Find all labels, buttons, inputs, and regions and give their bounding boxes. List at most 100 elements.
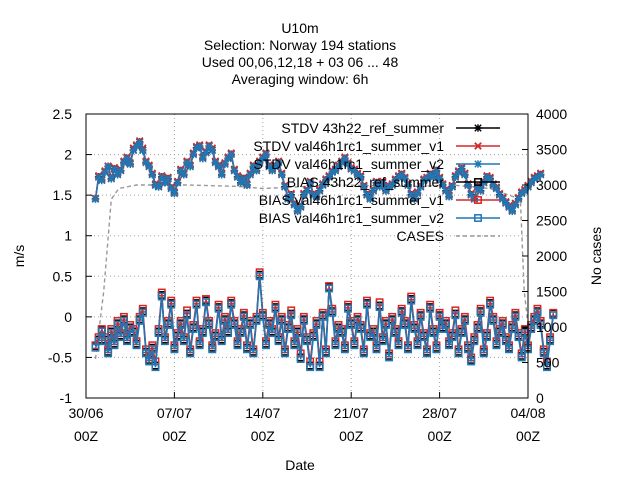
series-stdv-v2-point	[94, 173, 103, 181]
series-stdv-v2-point	[243, 181, 251, 190]
series-stdv-v2-point	[480, 179, 488, 187]
x-tick-label: 07/07	[157, 405, 192, 421]
legend-marker	[474, 160, 482, 168]
series-bias-v2-point	[489, 316, 498, 325]
series-bias-v2-point	[407, 296, 416, 305]
title-line-0: U10m	[281, 20, 318, 36]
series-stdv-v2-point	[233, 173, 242, 181]
series-bias-v2-point	[224, 329, 233, 338]
series-stdv-v2-point	[202, 149, 210, 157]
series-stdv-v2-point	[388, 181, 396, 190]
series-bias-v2-point	[400, 321, 409, 329]
series-stdv-v2-point	[315, 187, 324, 195]
series-stdv-v2-point	[120, 158, 128, 167]
series-bias-v1-point	[451, 306, 460, 315]
series-bias-v1-point	[227, 296, 236, 305]
series-stdv-v2-point	[366, 195, 374, 203]
series-stdv-v2-point	[363, 191, 371, 199]
series-bias-v2-point	[262, 341, 270, 350]
series-bias-v1-point	[435, 308, 444, 317]
series-stdv-v2-point	[211, 158, 220, 167]
series-bias-v2-point	[385, 353, 394, 362]
series-bias-v1-point	[271, 300, 280, 309]
series-bias-v2-point	[119, 316, 128, 325]
series-stdv-v2-point	[398, 171, 406, 179]
legend-label: BIAS val46h1rc1_summer_v1	[259, 192, 444, 208]
series-stdv-v2-point	[382, 187, 390, 195]
series-stdv-v2-point	[192, 144, 201, 152]
series-bias-v1-point	[344, 300, 352, 309]
series-bias-v2-point	[432, 345, 441, 354]
series-stdv-v2-point	[404, 181, 412, 190]
series-bias-v1-point	[220, 312, 229, 321]
series-bias-v1-point	[138, 304, 147, 313]
series-bias-v2-point	[318, 312, 327, 321]
series-stdv-v2-point	[360, 183, 368, 191]
series-stdv-v2-point	[369, 187, 377, 195]
series-bias-v2-point	[312, 321, 321, 329]
series-bias-v1-point	[426, 300, 435, 309]
series-bias-v2-point	[198, 329, 207, 338]
series-bias-v2-point	[192, 300, 201, 309]
series-stdv-v2-point	[502, 199, 510, 207]
series-bias-v2-point	[337, 329, 346, 338]
series-bias-v2-point	[239, 312, 248, 321]
series-bias-v2-point	[246, 321, 255, 329]
series-stdv-v2-point	[189, 150, 198, 159]
series-stdv-v2-point	[208, 146, 216, 155]
y-tick-label: -1	[60, 390, 73, 406]
series-stdv-v2-point	[391, 176, 400, 185]
series-stdv-v2-point	[328, 168, 336, 177]
series-bias-v2-point	[249, 349, 258, 358]
series-bias-v2-point	[511, 312, 520, 321]
series-stdv-v2-point	[319, 181, 327, 190]
series-stdv-v2-point	[483, 173, 491, 181]
series-stdv-v2-point	[158, 173, 166, 181]
series-bias-v2-point	[309, 333, 318, 342]
series-stdv-v2-point	[205, 142, 213, 151]
series-bias-v1-point	[277, 312, 286, 321]
series-stdv-v2-point	[448, 183, 456, 191]
series-stdv-v2-point	[527, 179, 535, 187]
series-stdv-v2-point	[521, 187, 529, 195]
series-bias-v2-point	[135, 316, 144, 325]
series-bias-v2-point	[160, 337, 169, 346]
series-bias-v2-point	[113, 321, 122, 329]
series-stdv-v2-point	[287, 191, 295, 199]
series-stdv-v2-point	[221, 160, 229, 169]
series-bias-v2-point	[202, 298, 210, 307]
series-stdv-v2-point	[183, 158, 191, 167]
series-stdv-v2-point	[413, 189, 422, 198]
series-bias-v2-point	[299, 316, 308, 325]
y-tick-label: 0	[64, 309, 72, 325]
x-tick-label: 30/06	[68, 405, 103, 421]
series-bias-v2-point	[129, 329, 138, 338]
series-stdv-v2-point	[110, 165, 119, 173]
y-tick-label: 0.5	[53, 268, 73, 284]
axis-ticks: 2.5 2 1.5 1 0.5 0 -0.5 -1 4000 3500 3000 2500 2000 15…	[48, 106, 567, 444]
series-stdv-v2-point	[259, 154, 267, 163]
series-bias-v2-point	[277, 316, 286, 325]
series-bias-v2-point	[473, 325, 482, 333]
series-bias-v2-point	[470, 337, 479, 346]
series-bias-v2-point	[464, 345, 472, 354]
series-bias-v2-point	[381, 321, 390, 329]
series-stdv-v2-point	[132, 142, 141, 151]
title-line-2: Used 00,06,12,18 + 03 06 ... 48	[202, 54, 399, 70]
series-bias-v1-point	[293, 325, 302, 333]
series-bias-v2-point	[372, 345, 381, 354]
series-bias-v2-point	[97, 327, 106, 336]
x-tick-label-hour: 00Z	[162, 428, 187, 444]
series-stdv-v2-point	[385, 183, 393, 191]
series-bias-v2-point	[435, 312, 444, 321]
series-stdv-v2-point	[148, 171, 156, 179]
series-stdv-v2-point	[230, 167, 239, 175]
series-bias-v2-point	[517, 353, 526, 362]
series-bias-v2-point	[391, 329, 400, 338]
legend-label: STDV 43h22_ref_summer	[281, 120, 444, 136]
series-stdv-v2-point	[161, 179, 169, 187]
series-bias-v2-point	[533, 308, 542, 317]
series-bias-v2-point	[236, 329, 245, 338]
series-bias-v1-point	[476, 304, 485, 313]
series-stdv-v2-point	[356, 173, 365, 181]
